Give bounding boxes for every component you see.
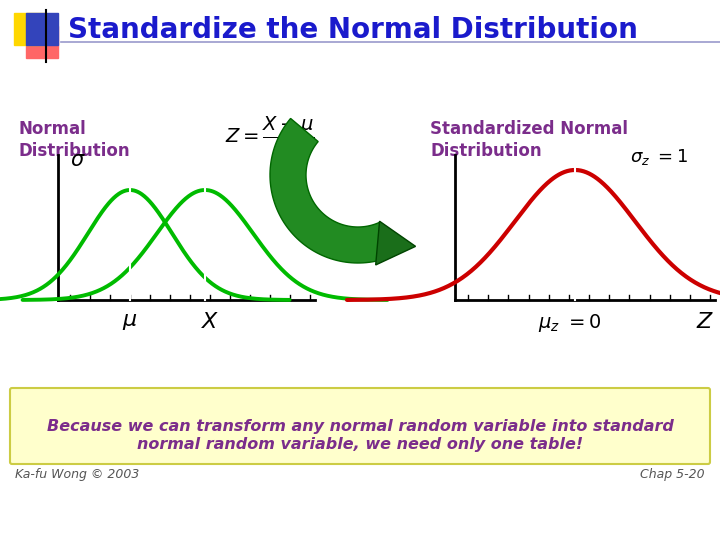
- Text: Normal
Distribution: Normal Distribution: [18, 120, 130, 160]
- Text: $X$: $X$: [201, 312, 220, 332]
- FancyBboxPatch shape: [10, 388, 710, 464]
- Text: $Z$: $Z$: [696, 312, 714, 332]
- Text: Standardized Normal
Distribution: Standardized Normal Distribution: [430, 120, 628, 160]
- Text: normal random variable, we need only one table!: normal random variable, we need only one…: [137, 436, 583, 451]
- Polygon shape: [376, 221, 415, 265]
- Text: Ka-fu Wong © 2003: Ka-fu Wong © 2003: [15, 468, 140, 481]
- Polygon shape: [270, 118, 395, 263]
- Text: $\mu$: $\mu$: [122, 312, 138, 332]
- Bar: [26, 26, 58, 58]
- Text: $\mu_z\ =0$: $\mu_z\ =0$: [538, 312, 602, 334]
- Text: Standardize the Normal Distribution: Standardize the Normal Distribution: [68, 16, 638, 44]
- Text: $\sigma$: $\sigma$: [70, 150, 86, 170]
- Bar: [26, 13, 58, 45]
- Text: Because we can transform any normal random variable into standard: Because we can transform any normal rand…: [47, 418, 673, 434]
- Text: Chap 5-20: Chap 5-20: [640, 468, 705, 481]
- Text: $\sigma_z\ =1$: $\sigma_z\ =1$: [630, 147, 688, 167]
- Text: $Z=\dfrac{X-\mu}{\sigma}$: $Z=\dfrac{X-\mu}{\sigma}$: [225, 115, 315, 154]
- Bar: [14, 13, 46, 45]
